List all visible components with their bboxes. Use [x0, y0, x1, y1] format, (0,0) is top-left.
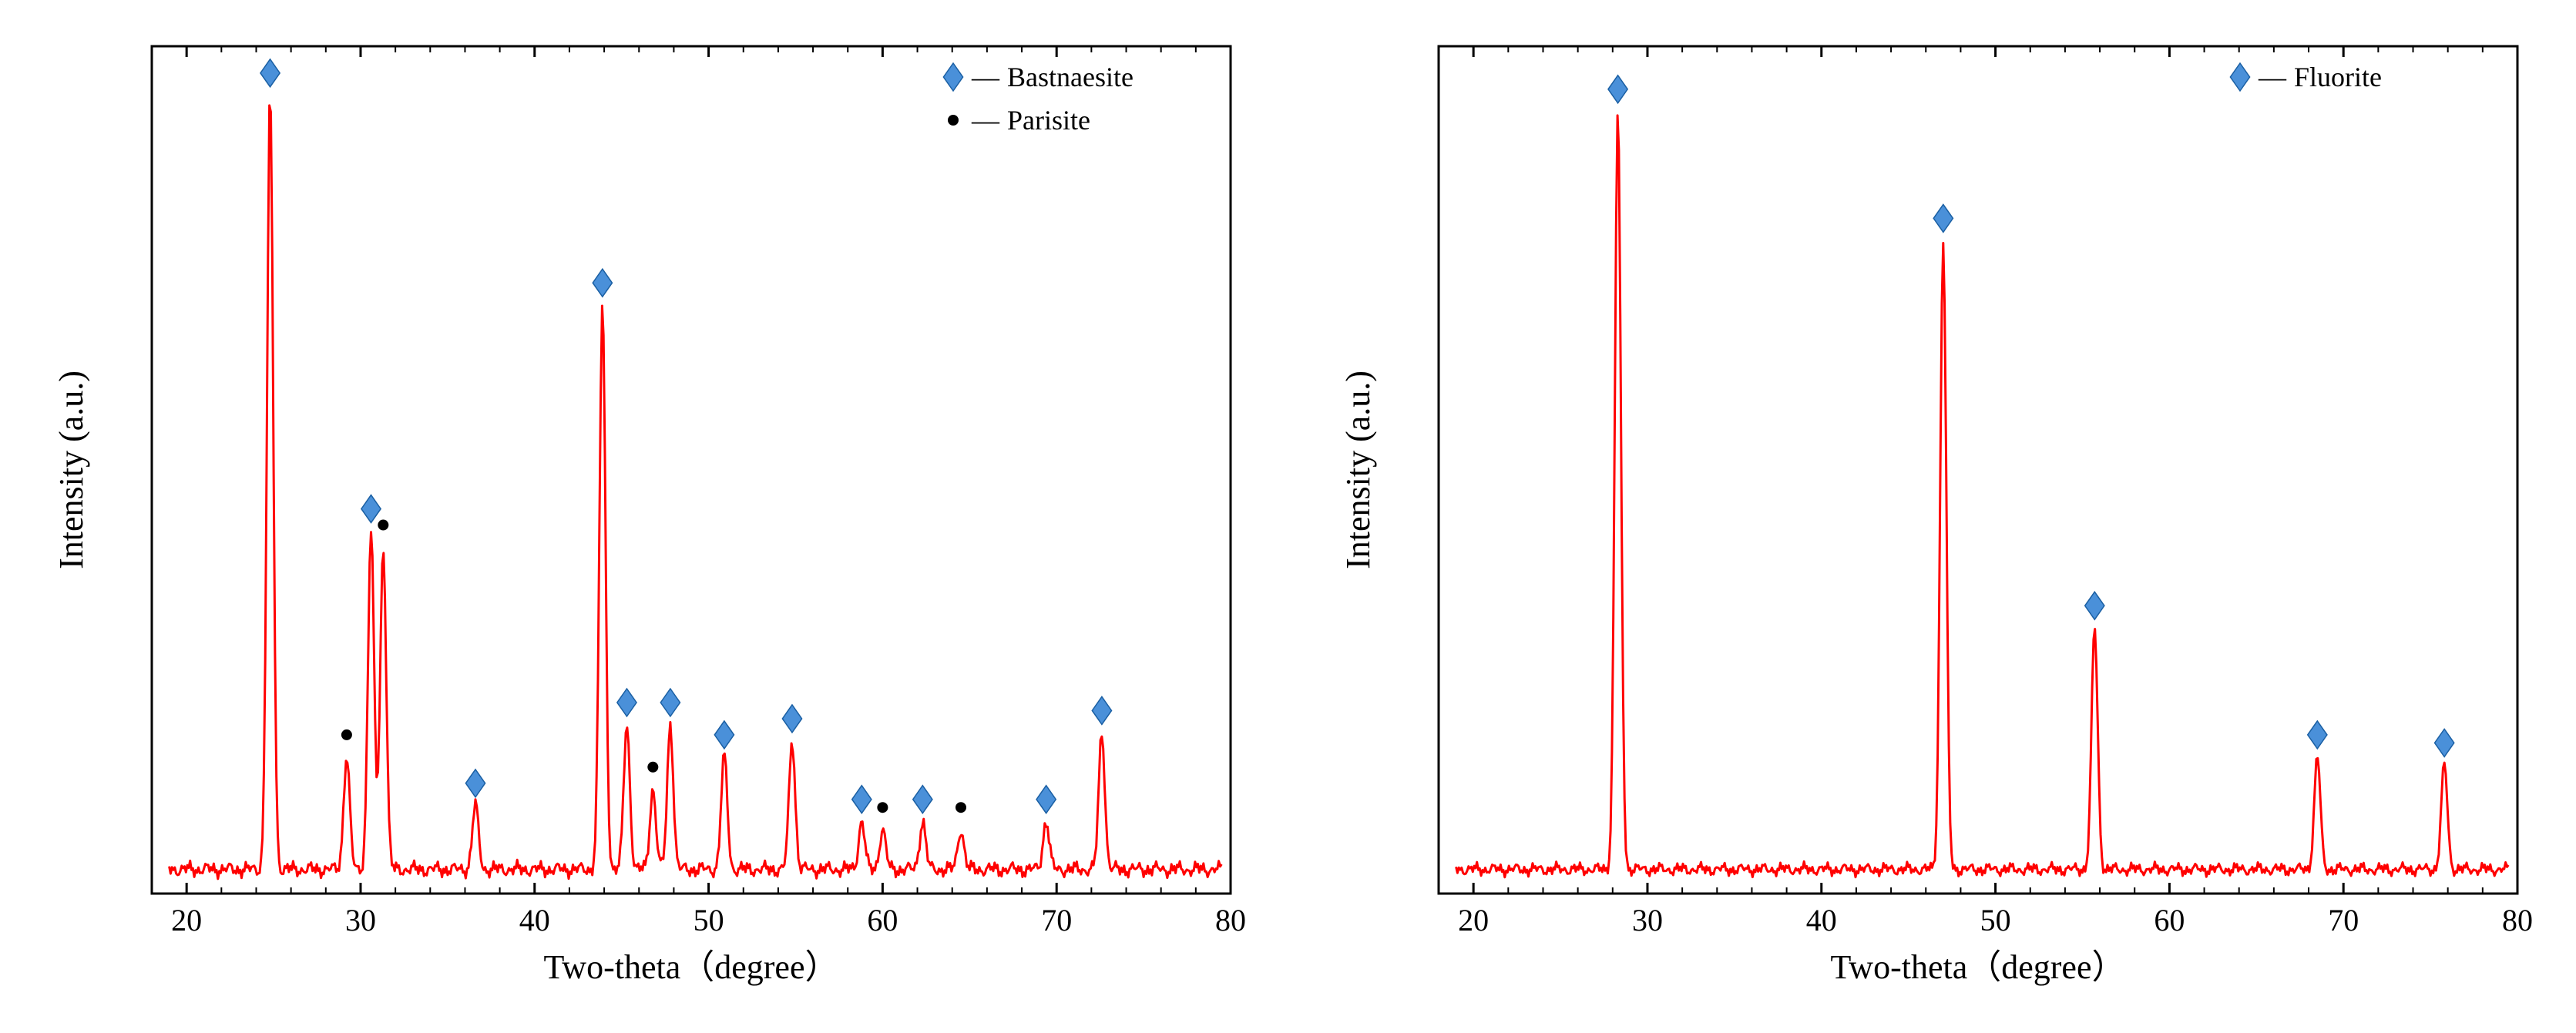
diamond-marker [782, 705, 801, 733]
legend-item: —Bastnaesite [943, 62, 1134, 92]
dot-marker [877, 802, 888, 813]
xrd-chart-right: 20 30 40 50 60 70 80 Two-theta（degree） Intensity… [1300, 15, 2564, 1018]
legend-label: Bastnaesite [1007, 62, 1134, 92]
spectrum-line [169, 106, 1221, 879]
diamond-marker [1607, 75, 1627, 103]
diamond-marker [1092, 696, 1111, 724]
dot-marker [948, 115, 959, 126]
diamond-marker [714, 721, 734, 749]
right-panel: 20 30 40 50 60 70 80 Two-theta（degree） Intensity… [1300, 15, 2564, 1018]
legend-item: —Parisite [948, 105, 1090, 136]
xtick-label: 70 [1041, 903, 1072, 937]
legend-item: —Fluorite [2230, 62, 2382, 92]
xtick-label: 30 [1631, 903, 1662, 937]
diamond-marker [912, 786, 932, 813]
diamond-marker [660, 689, 680, 716]
diamond-marker [593, 269, 612, 297]
legend-dash: — [971, 105, 1000, 136]
dot-marker [378, 520, 388, 531]
dot-marker [956, 802, 966, 813]
diamond-marker [851, 786, 871, 813]
diamond-marker [943, 63, 962, 91]
plot-frame [1439, 46, 2517, 894]
xtick-label: 40 [1805, 903, 1836, 937]
y-axis-label: Intensity (a.u.) [1339, 371, 1377, 569]
xtick-label: 80 [1215, 903, 1246, 937]
y-axis-label: Intensity (a.u.) [52, 371, 90, 569]
diamond-marker [2230, 63, 2249, 91]
chart-panels: 20 30 40 50 60 70 80 Two-theta（degree） Intensity… [15, 15, 2561, 1018]
diamond-marker [2434, 729, 2453, 756]
xtick-label: 60 [2154, 903, 2185, 937]
diamond-marker [1036, 786, 1056, 813]
xtick-label: 60 [867, 903, 898, 937]
legend: —Fluorite [2230, 62, 2382, 92]
legend-dash: — [2258, 62, 2287, 92]
diamond-marker [616, 689, 636, 716]
diamond-marker [465, 770, 485, 797]
legend-label: Parisite [1007, 105, 1090, 136]
legend-label: Fluorite [2294, 62, 2382, 92]
xtick-label: 50 [693, 903, 724, 937]
xtick-label: 50 [1980, 903, 2010, 937]
legend: —Bastnaesite—Parisite [943, 62, 1134, 136]
spectrum-line [1456, 116, 2508, 877]
diamond-marker [2307, 721, 2326, 749]
diamond-marker [1933, 204, 1953, 232]
left-panel: 20 30 40 50 60 70 80 Two-theta（degree） Intensity… [13, 15, 1277, 1018]
xtick-label: 20 [1458, 903, 1489, 937]
xtick-label: 70 [2328, 903, 2359, 937]
xrd-chart-left: 20 30 40 50 60 70 80 Two-theta（degree） Intensity… [13, 15, 1277, 1018]
xtick-label: 80 [2502, 903, 2533, 937]
plot-frame [152, 46, 1231, 894]
dot-marker [341, 729, 351, 740]
diamond-marker [260, 59, 279, 87]
x-axis-label: Two-theta（degree） [1830, 948, 2125, 986]
diamond-marker [2084, 592, 2104, 619]
legend-dash: — [971, 62, 1000, 92]
xtick-label: 40 [519, 903, 549, 937]
diamond-marker [361, 495, 380, 523]
xtick-label: 20 [171, 903, 202, 937]
dot-marker [647, 762, 658, 773]
x-axis-label: Two-theta（degree） [543, 948, 838, 986]
xtick-label: 30 [344, 903, 375, 937]
